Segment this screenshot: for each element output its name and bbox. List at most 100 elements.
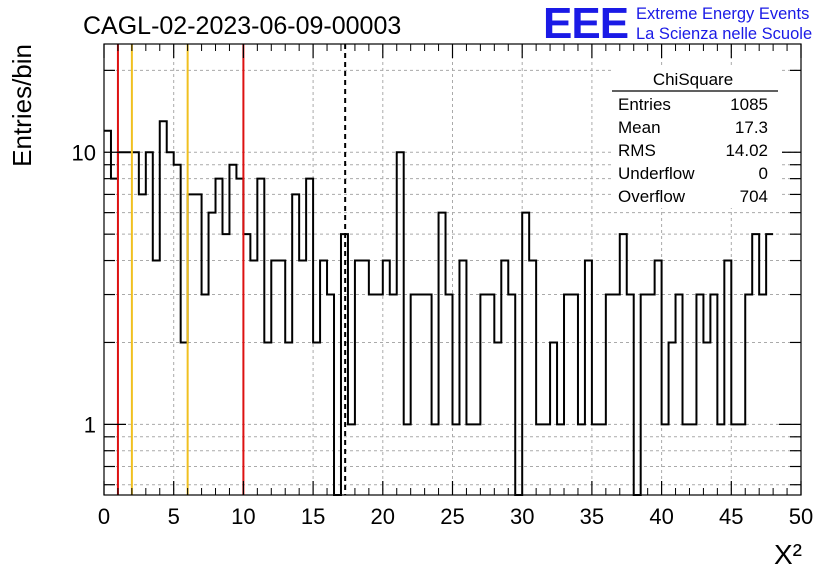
histogram-bin [362,261,369,495]
histogram-bin [613,295,620,495]
histogram-bin [487,295,494,495]
histogram-bin [271,261,278,495]
histogram-bin [606,295,613,495]
stats-label-entries: Entries [618,95,671,114]
stats-label-mean: Mean [618,118,661,137]
histogram-bin [648,295,655,495]
histogram-bin [376,295,383,495]
histogram-bin [202,295,209,495]
histogram-bin [669,342,676,495]
x-tick-label: 5 [168,504,180,529]
stats-value-entries: 1085 [730,95,768,114]
histogram-bin [369,295,376,495]
histogram-bin [564,295,571,495]
histogram-bin [620,234,627,495]
histogram-bin [585,261,592,495]
histogram-bin [404,424,411,495]
stats-value-underflow: 0 [759,164,768,183]
histogram-bin [195,194,202,495]
y-axis-label: Entries/bin [7,44,37,167]
histogram-bin [278,261,285,495]
histogram-bin [243,234,250,495]
histogram-bin [501,261,508,495]
histogram-bin [139,194,146,495]
x-tick-label: 35 [580,504,604,529]
histogram-bin [250,261,257,495]
histogram-bin [160,121,167,495]
histogram-bin [578,424,585,495]
stats-title: ChiSquare [653,70,733,89]
histogram-bin [641,295,648,495]
stats-value-rms: 14.02 [725,141,768,160]
histogram-bin [320,261,327,495]
histogram-bin [118,152,125,495]
histogram-bin [425,295,432,495]
brand-line-1: Extreme Energy Events [636,5,809,23]
x-tick-label: 20 [371,504,395,529]
histogram-bin [543,424,550,495]
histogram-bin [439,213,446,495]
histogram-bin [627,295,634,495]
histogram-bin [390,295,397,495]
histogram-bin [418,295,425,495]
stats-box: ChiSquare Entries 1085 Mean 17.3 RMS 14.… [612,66,782,208]
y-tick-label: 1 [84,412,96,437]
x-tick-label: 15 [301,504,325,529]
histogram-bin [683,424,690,495]
histogram-bin [132,152,139,495]
histogram-bin [188,194,195,495]
histogram-bin [397,152,404,495]
x-tick-label: 30 [510,504,534,529]
histogram-bin [676,295,683,495]
y-tick-label: 10 [72,140,96,165]
histogram-bin [557,424,564,495]
histogram-bin [696,295,703,495]
histogram-bin [174,165,181,495]
x-tick-label: 40 [649,504,673,529]
histogram-bin [766,234,773,495]
histogram-bin [473,424,480,495]
histogram-bin [306,179,313,495]
histogram-bin [432,424,439,495]
histogram-bin [571,295,578,495]
histogram-bin [655,261,662,495]
histogram-bin [313,342,320,495]
stats-value-mean: 17.3 [735,118,768,137]
chart-title: CAGL-02-2023-06-09-00003 [83,12,401,40]
histogram-bin [550,342,557,495]
histogram-bin [111,179,118,495]
histogram-bin [731,424,738,495]
histogram-bin [383,261,390,495]
histogram-bin [703,342,710,495]
histogram-bin [411,295,418,495]
histogram-bin [710,295,717,495]
histogram-bin [299,261,306,495]
stats-label-underflow: Underflow [618,164,695,183]
histogram-bin [209,213,216,495]
histogram-bin [181,342,188,495]
x-tick-label: 10 [231,504,255,529]
histogram-bin [257,179,264,495]
axis-ticks: 0 5 10 15 20 25 30 35 40 45 50 1 10 [72,44,813,529]
histogram-bin [592,424,599,495]
x-tick-label: 45 [719,504,743,529]
histogram-bin [689,424,696,495]
histogram-bin [599,424,606,495]
histogram-bin [264,342,271,495]
histogram-bin [459,261,466,495]
x-axis-label: X² [774,539,802,570]
histogram-bin [355,261,362,495]
histogram-bin [508,295,515,495]
histogram-bin [522,213,529,495]
histogram-bin [529,261,536,495]
histogram-bin [292,194,299,495]
marker-lines [116,44,347,495]
x-tick-label: 50 [789,504,813,529]
histogram-bin [759,295,766,495]
histogram-bin [724,261,731,495]
histogram-bin [348,424,355,495]
histogram-bin [146,152,153,495]
x-tick-label: 25 [440,504,464,529]
